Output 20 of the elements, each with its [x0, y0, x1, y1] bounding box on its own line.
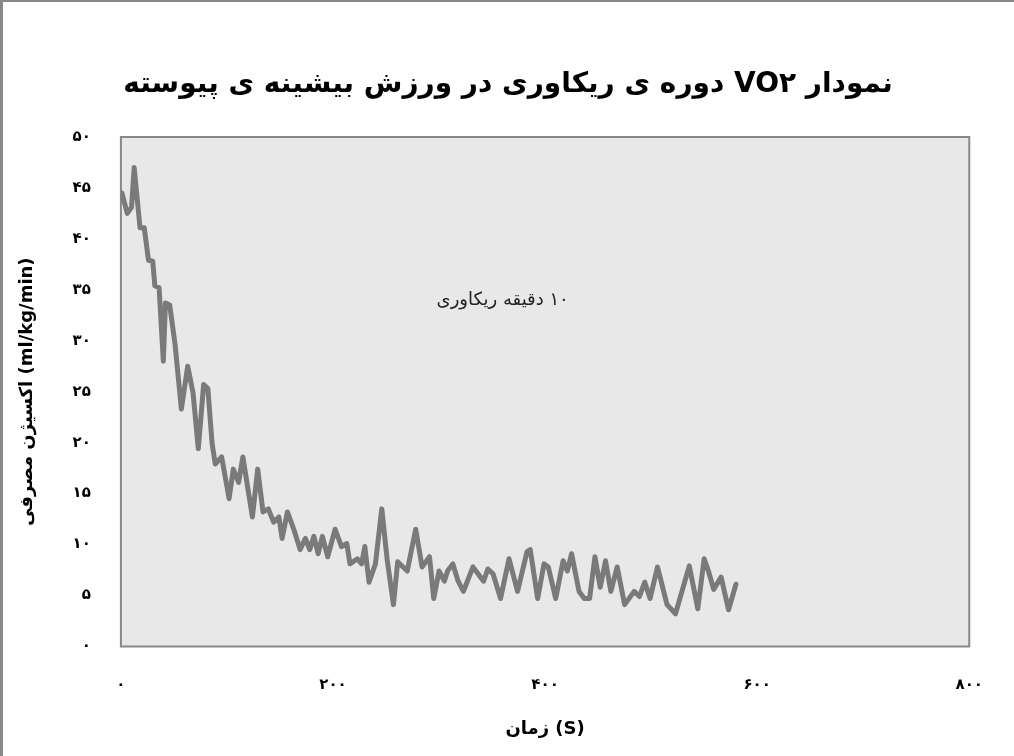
y-tick-label: ۲۰ [72, 432, 91, 451]
x-tick-label: ۸۰۰ [955, 675, 983, 694]
y-tick-label: ۱۰ [72, 534, 91, 553]
x-axis-title: زمان (S) [505, 716, 585, 738]
x-tick-label: ۰ [116, 675, 126, 694]
x-tick-label: ۲۰۰ [319, 675, 347, 694]
annotation: ۱۰ دقیقه ریکاوری [436, 288, 569, 311]
y-tick-label: ۰ [81, 636, 91, 655]
y-tick-label: ۴۰ [72, 228, 91, 247]
chart-title: نمودار VO۲ دوره ی ریکاوری در ورزش بیشینه ی پیوسته [123, 66, 893, 99]
x-tick-label: ۶۰۰ [743, 675, 771, 694]
y-tick-label: ۵۰ [72, 126, 91, 145]
y-tick-label: ۵ [81, 585, 91, 604]
y-axis-title: اکسیژن مصرفی (ml/kg/min) [15, 257, 38, 526]
y-tick-label: ۳۰ [72, 330, 91, 349]
y-tick-label: ۲۵ [72, 381, 91, 400]
x-tick-label: ۴۰۰ [531, 675, 559, 694]
y-tick-label: ۱۵ [72, 483, 91, 502]
y-tick-label: ۳۵ [72, 279, 91, 298]
y-tick-label: ۴۵ [72, 177, 91, 196]
